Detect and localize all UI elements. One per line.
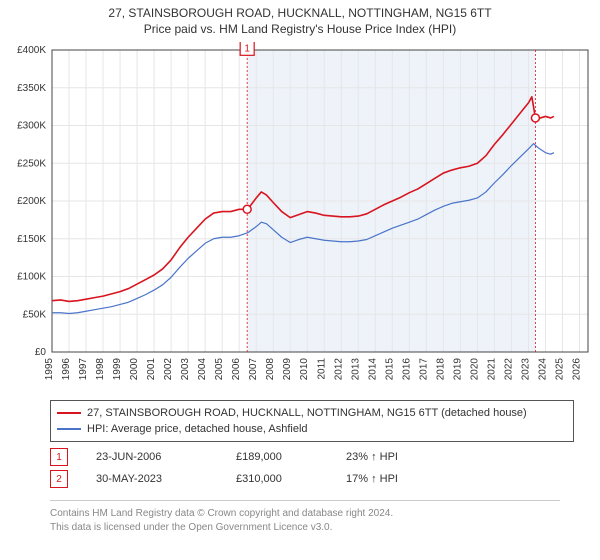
svg-text:2000: 2000 (129, 358, 140, 381)
sale-marker-box: 2 (50, 470, 68, 488)
svg-text:2008: 2008 (265, 358, 276, 381)
svg-text:2011: 2011 (316, 358, 327, 380)
sale-row: 1 23-JUN-2006£189,00023% ↑ HPI (50, 446, 446, 468)
svg-text:£250K: £250K (17, 158, 46, 169)
svg-text:2013: 2013 (350, 358, 361, 381)
sale-row: 2 30-MAY-2023£310,00017% ↑ HPI (50, 468, 446, 490)
legend-row: HPI: Average price, detached house, Ashf… (57, 421, 567, 437)
svg-text:2014: 2014 (367, 358, 378, 381)
sale-price: £310,000 (236, 473, 346, 485)
svg-text:2005: 2005 (214, 358, 225, 381)
svg-text:2015: 2015 (384, 358, 395, 381)
sale-date: 23-JUN-2006 (96, 451, 236, 463)
svg-text:2020: 2020 (469, 358, 480, 381)
sale-delta: 17% ↑ HPI (346, 473, 446, 485)
svg-text:1999: 1999 (112, 358, 123, 381)
legend-row: 27, STAINSBOROUGH ROAD, HUCKNALL, NOTTIN… (57, 405, 567, 421)
svg-text:1997: 1997 (78, 358, 89, 381)
title-subtitle: Price paid vs. HM Land Registry's House … (0, 22, 600, 36)
sales-table: 1 23-JUN-2006£189,00023% ↑ HPI 2 30-MAY-202… (50, 446, 446, 490)
svg-text:2023: 2023 (520, 358, 531, 381)
svg-text:2007: 2007 (248, 358, 259, 381)
svg-text:2025: 2025 (554, 358, 565, 381)
svg-text:2001: 2001 (146, 358, 157, 381)
sale-marker-box: 1 (50, 448, 68, 466)
svg-text:2012: 2012 (333, 358, 344, 381)
svg-text:£400K: £400K (17, 45, 46, 56)
footer-attribution: Contains HM Land Registry data © Crown c… (50, 500, 560, 534)
svg-text:2002: 2002 (163, 358, 174, 381)
svg-text:2010: 2010 (299, 358, 310, 381)
svg-text:£50K: £50K (23, 309, 47, 320)
svg-text:1: 1 (244, 43, 250, 54)
svg-text:2024: 2024 (537, 358, 548, 381)
svg-text:£150K: £150K (17, 234, 46, 245)
svg-text:2022: 2022 (503, 358, 514, 381)
svg-text:2009: 2009 (282, 358, 293, 381)
sale-price: £189,000 (236, 451, 346, 463)
svg-text:£300K: £300K (17, 121, 46, 132)
sale-date: 30-MAY-2023 (96, 473, 236, 485)
svg-text:2006: 2006 (231, 358, 242, 381)
svg-text:£100K: £100K (17, 272, 46, 283)
svg-text:2017: 2017 (418, 358, 429, 381)
legend-swatch (57, 428, 81, 430)
svg-text:£350K: £350K (17, 83, 46, 94)
svg-text:2021: 2021 (486, 358, 497, 381)
svg-text:£0: £0 (35, 347, 47, 358)
svg-text:2018: 2018 (435, 358, 446, 381)
legend-swatch (57, 412, 81, 414)
sale-delta: 23% ↑ HPI (346, 451, 446, 463)
footer-line-2: This data is licensed under the Open Gov… (50, 521, 560, 535)
title-block: 27, STAINSBOROUGH ROAD, HUCKNALL, NOTTIN… (0, 0, 600, 36)
svg-text:1996: 1996 (61, 358, 72, 381)
chart-svg: £0 £50K £100K £150K £200K £250K £300K £350K £400… (0, 42, 600, 392)
svg-text:1998: 1998 (95, 358, 106, 381)
svg-text:2004: 2004 (197, 358, 208, 381)
legend-label: HPI: Average price, detached house, Ashf… (87, 423, 308, 435)
chart-plot: £0 £50K £100K £150K £200K £250K £300K £350K £400… (0, 42, 600, 392)
chart-container: 27, STAINSBOROUGH ROAD, HUCKNALL, NOTTIN… (0, 0, 600, 560)
legend-box: 27, STAINSBOROUGH ROAD, HUCKNALL, NOTTIN… (50, 400, 574, 442)
svg-text:2019: 2019 (452, 358, 463, 381)
svg-text:2016: 2016 (401, 358, 412, 381)
footer-line-1: Contains HM Land Registry data © Crown c… (50, 507, 560, 521)
legend-label: 27, STAINSBOROUGH ROAD, HUCKNALL, NOTTIN… (87, 407, 527, 419)
svg-text:£200K: £200K (17, 196, 46, 207)
svg-text:2026: 2026 (571, 358, 582, 381)
svg-text:1995: 1995 (44, 358, 55, 381)
title-address: 27, STAINSBOROUGH ROAD, HUCKNALL, NOTTIN… (0, 6, 600, 20)
svg-text:2003: 2003 (180, 358, 191, 381)
